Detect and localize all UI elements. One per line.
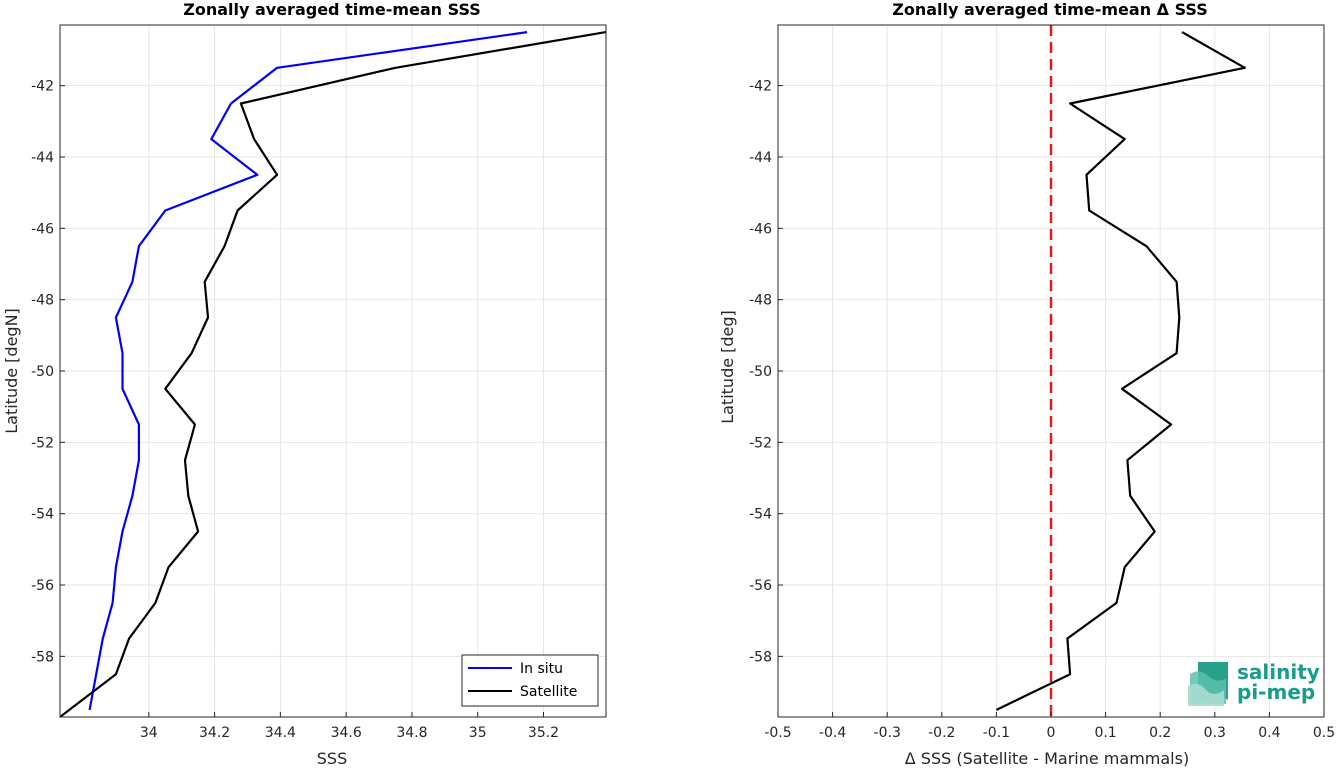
logo-text-line2: pi-mep [1237, 680, 1315, 704]
right-y-tick-label: -48 [749, 293, 772, 309]
right-x-tick-label: -0.5 [764, 725, 791, 741]
left-y-tick-label: -46 [31, 221, 54, 237]
left-y-tick-label: -48 [31, 293, 54, 309]
legend-label-satellite: Satellite [520, 684, 577, 700]
right-y-tick-label: -50 [749, 364, 772, 380]
left-x-ticks: 34 34.2 34.4 34.6 34.8 35 35.2 [140, 712, 559, 741]
right-x-tick-label: 0.1 [1094, 725, 1116, 741]
right-y-tick-label: -52 [749, 435, 772, 451]
left-x-tick-label: 34 [140, 725, 158, 741]
legend-box [461, 654, 599, 707]
right-y-axis-label: Latitude [deg] [718, 310, 737, 424]
left-y-tick-label: -44 [31, 150, 54, 166]
series-line-in-situ [88, 31, 528, 711]
right-panel: Zonally averaged time-mean Δ SSS -0.5 -0.… [718, 0, 1335, 768]
right-y-ticks: -42 -44 -46 -48 -50 -52 -54 -56 -58 [749, 79, 783, 665]
left-series-lines [59, 31, 607, 718]
left-y-tick-label: -54 [31, 507, 54, 523]
series-line-satellite [59, 31, 607, 718]
right-x-tick-label: -0.1 [983, 725, 1010, 741]
legend: In situ Satellite [461, 654, 599, 707]
left-y-tick-label: -52 [31, 435, 54, 451]
right-y-tick-label: -58 [749, 649, 772, 665]
series-line-delta-sss [995, 31, 1246, 711]
right-y-tick-label: -44 [749, 150, 772, 166]
right-x-tick-label: 0.2 [1149, 725, 1171, 741]
right-x-tick-label: -0.4 [819, 725, 846, 741]
right-x-tick-label: -0.2 [928, 725, 955, 741]
right-x-tick-label: 0.3 [1204, 725, 1226, 741]
right-x-tick-label: 0.5 [1313, 725, 1335, 741]
right-x-axis-label: Δ SSS (Satellite - Marine mammals) [905, 749, 1189, 768]
left-y-tick-label: -58 [31, 649, 54, 665]
right-chart-title: Zonally averaged time-mean Δ SSS [892, 0, 1208, 19]
left-y-tick-label: -50 [31, 364, 54, 380]
left-y-axis-label: Latitude [degN] [2, 308, 21, 434]
left-x-tick-label: 34.8 [396, 725, 427, 741]
right-y-tick-label: -42 [749, 79, 772, 95]
right-y-tick-label: -54 [749, 507, 772, 523]
left-x-axis-label: SSS [317, 749, 347, 768]
salinity-pi-mep-logo: salinity pi-mep [1188, 660, 1320, 706]
right-y-tick-label: -46 [749, 221, 772, 237]
right-x-tick-label: 0.4 [1258, 725, 1280, 741]
left-panel: Zonally averaged time-mean SSS 34 34.2 34.… [2, 0, 607, 768]
logo-text-line1: salinity [1237, 660, 1320, 684]
legend-label-in-situ: In situ [520, 661, 563, 677]
right-y-tick-label: -56 [749, 578, 772, 594]
logo-wave-icon [1188, 662, 1228, 706]
left-chart-title: Zonally averaged time-mean SSS [183, 0, 481, 19]
right-x-tick-label: -0.3 [874, 725, 901, 741]
left-x-tick-label: 34.6 [331, 725, 362, 741]
left-x-tick-label: 34.4 [265, 725, 296, 741]
left-x-tick-label: 35.2 [528, 725, 559, 741]
left-grid [60, 25, 606, 717]
right-series-lines [995, 31, 1246, 711]
left-y-tick-label: -42 [31, 79, 54, 95]
left-y-tick-label: -56 [31, 578, 54, 594]
left-x-tick-label: 35 [469, 725, 487, 741]
right-x-tick-label: 0 [1047, 725, 1056, 741]
left-x-tick-label: 34.2 [199, 725, 230, 741]
left-y-ticks: -42 -44 -46 -48 -50 -52 -54 -56 -58 [31, 79, 65, 665]
right-x-ticks: -0.5 -0.4 -0.3 -0.2 -0.1 0 0.1 0.2 0.3 0.4 0.5 [764, 712, 1335, 741]
